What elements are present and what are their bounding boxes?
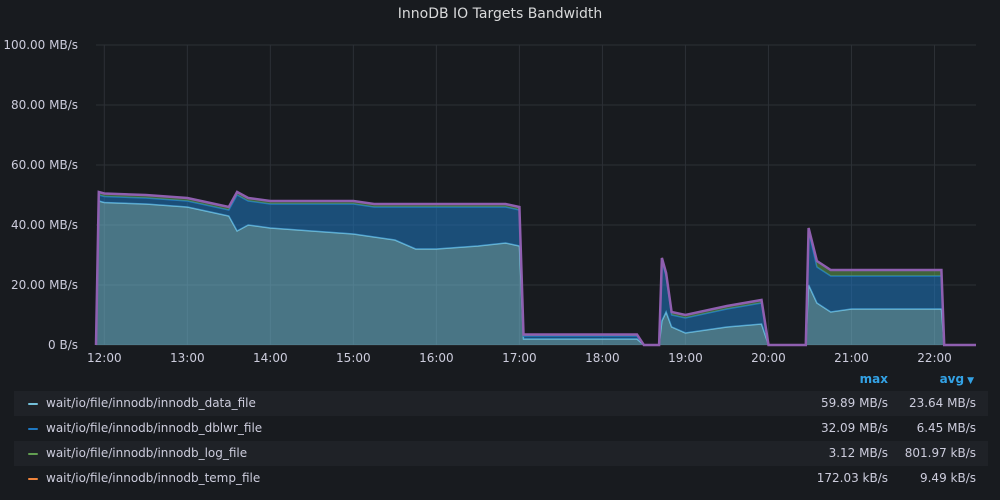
series-avg: 23.64 MB/s: [908, 396, 976, 410]
legend-row-log-file[interactable]: wait/io/file/innodb/innodb_log_file 3.12…: [14, 441, 988, 466]
series-color-swatch: [28, 428, 38, 430]
y-tick-label: 80.00 MB/s: [11, 98, 78, 112]
y-tick-label: 60.00 MB/s: [11, 158, 78, 172]
x-tick-label: 20:00: [751, 351, 786, 365]
legend-table: wait/io/file/innodb/innodb_data_file 59.…: [14, 391, 988, 491]
series-avg: 6.45 MB/s: [916, 421, 976, 435]
x-tick-label: 14:00: [253, 351, 288, 365]
series-color-swatch: [28, 453, 38, 455]
series-area: [96, 201, 976, 345]
y-tick-label: 0 B/s: [48, 338, 78, 352]
x-tick-label: 12:00: [87, 351, 122, 365]
series-avg: 9.49 kB/s: [919, 471, 976, 485]
series-color-swatch: [28, 403, 38, 405]
series-name: wait/io/file/innodb/innodb_log_file: [46, 446, 248, 460]
series-max: 59.89 MB/s: [820, 396, 888, 410]
bandwidth-chart: 0 B/s 20.00 MB/s 40.00 MB/s 60.00 MB/s 80.00…: [3, 38, 976, 365]
legend-row-data-file[interactable]: wait/io/file/innodb/innodb_data_file 59.…: [14, 391, 988, 416]
x-tick-label: 15:00: [336, 351, 371, 365]
x-tick-label: 19:00: [668, 351, 703, 365]
series-max: 3.12 MB/s: [828, 446, 888, 460]
series-name: wait/io/file/innodb/innodb_dblwr_file: [46, 421, 263, 435]
series-area: [96, 195, 976, 345]
x-tick-label: 18:00: [585, 351, 620, 365]
x-tick-label: 21:00: [834, 351, 869, 365]
series-name: wait/io/file/innodb/innodb_data_file: [46, 396, 256, 410]
total-line: [94, 190, 976, 347]
series-avg: 801.97 kB/s: [904, 446, 976, 460]
x-tick-label: 17:00: [502, 351, 537, 365]
legend-avg-sort[interactable]: avg ▼: [939, 372, 974, 386]
x-tick-label: 13:00: [170, 351, 205, 365]
legend-row-dblwr-file[interactable]: wait/io/file/innodb/innodb_dblwr_file 32…: [14, 416, 988, 441]
x-tick-label: 22:00: [917, 351, 952, 365]
y-tick-label: 100.00 MB/s: [3, 38, 78, 52]
panel-title: InnoDB IO Targets Bandwidth: [397, 6, 603, 22]
y-tick-label: 20.00 MB/s: [11, 278, 78, 292]
legend-max-sort[interactable]: max: [859, 372, 888, 386]
y-tick-label: 40.00 MB/s: [11, 218, 78, 232]
x-tick-label: 16:00: [419, 351, 454, 365]
chevron-down-icon: ▼: [967, 376, 974, 386]
series-name: wait/io/file/innodb/innodb_temp_file: [46, 471, 261, 485]
series-max: 32.09 MB/s: [820, 421, 888, 435]
legend-row-temp-file[interactable]: wait/io/file/innodb/innodb_temp_file 172…: [14, 466, 988, 491]
legend-header: max avg ▼: [0, 372, 1000, 390]
series-max: 172.03 kB/s: [816, 471, 888, 485]
series-color-swatch: [28, 478, 38, 480]
